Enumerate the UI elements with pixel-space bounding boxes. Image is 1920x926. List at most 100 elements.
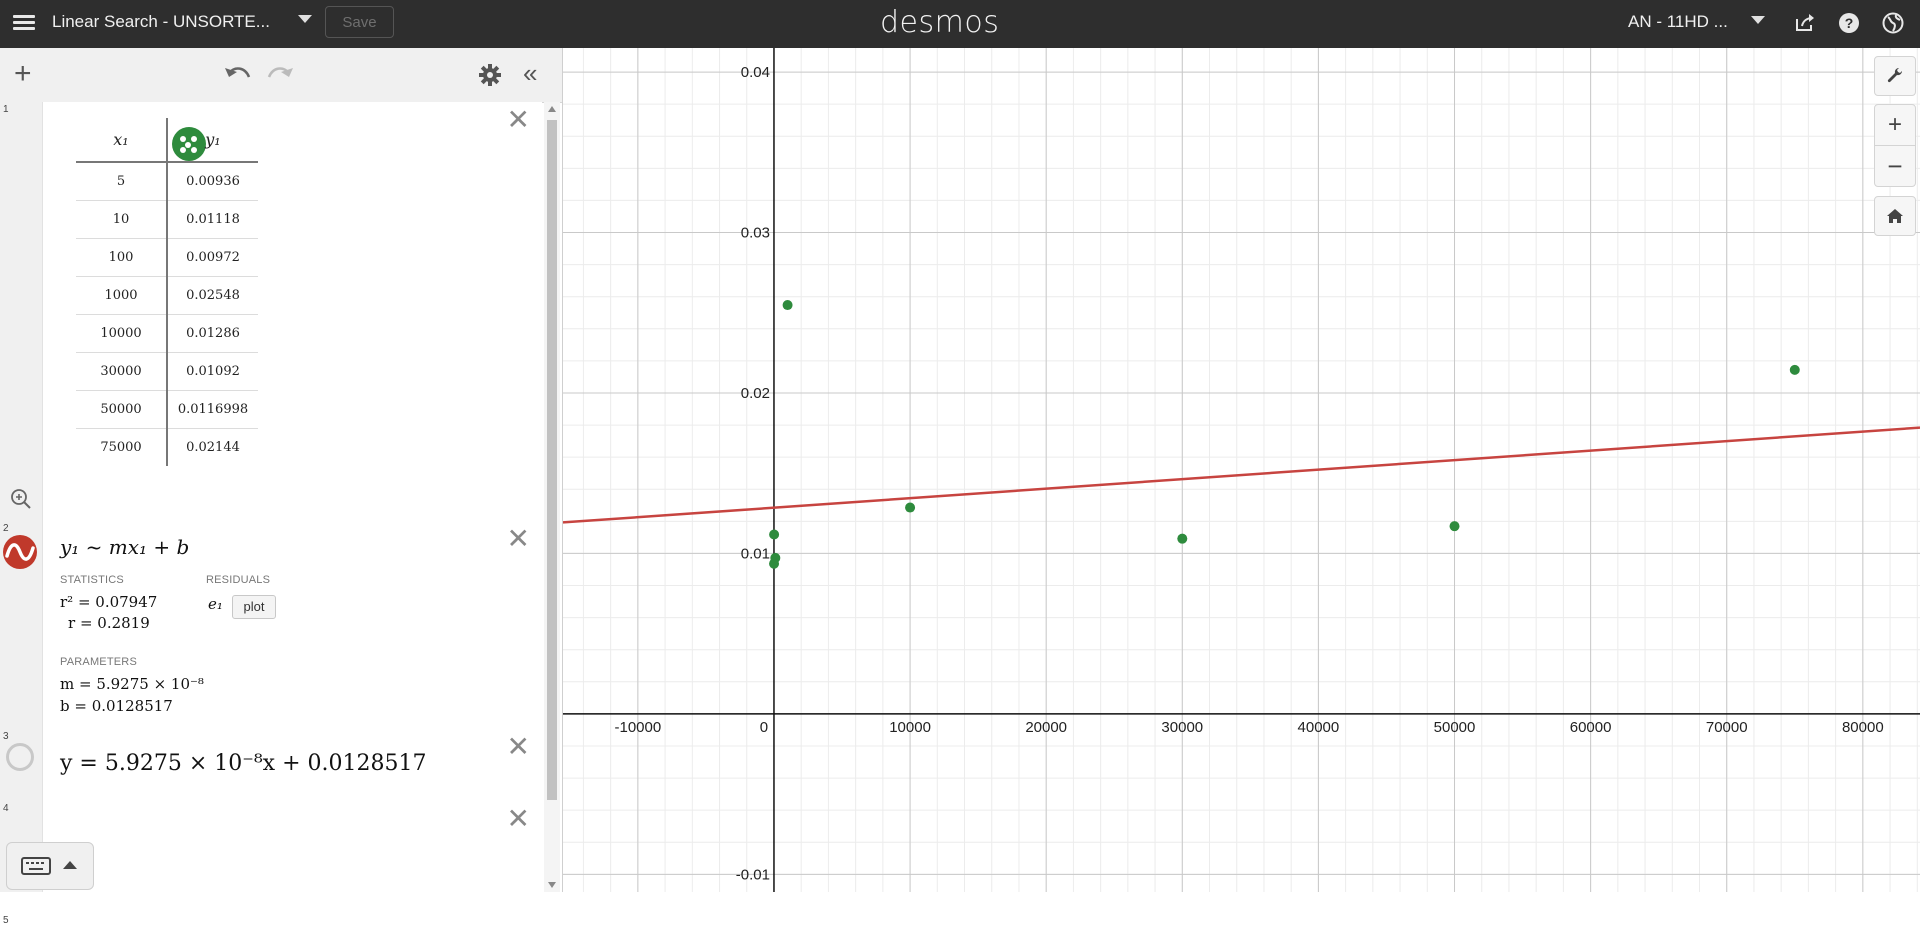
data-point bbox=[905, 502, 916, 513]
table-cell[interactable]: 10 bbox=[76, 200, 168, 239]
user-dropdown-icon[interactable] bbox=[1751, 16, 1765, 24]
expression-list: + « 1 x₁ y₁ 5 0.00936 bbox=[0, 48, 563, 926]
table-cell[interactable]: 0.00936 bbox=[167, 162, 258, 201]
table-row: 1000 0.02548 bbox=[76, 276, 258, 315]
y-tick-label: -0.01 bbox=[736, 866, 770, 883]
svg-text:?: ? bbox=[1845, 15, 1854, 31]
expression-index: 4 bbox=[3, 803, 9, 814]
save-button[interactable]: Save bbox=[325, 6, 394, 38]
x-tick-label: 20000 bbox=[1025, 719, 1067, 736]
table-row: 10 0.01118 bbox=[76, 200, 258, 239]
table-cell[interactable]: 0.01092 bbox=[167, 352, 258, 391]
zoom-in-icon: + bbox=[1887, 111, 1902, 138]
expression-index: 2 bbox=[3, 523, 9, 534]
title-dropdown-icon[interactable] bbox=[298, 15, 312, 23]
collapse-panel-icon[interactable]: « bbox=[523, 58, 538, 88]
data-point bbox=[782, 300, 793, 311]
help-icon[interactable]: ? bbox=[1836, 10, 1862, 36]
undo-icon[interactable] bbox=[224, 64, 252, 86]
keypad-toggle-button[interactable] bbox=[6, 842, 94, 890]
graph-paper[interactable]: -10000 0 10000 20000 30000 40000 50000 60000 700… bbox=[555, 39, 1920, 907]
x-tick-label: 50000 bbox=[1434, 719, 1476, 736]
table-cell[interactable]: 30000 bbox=[76, 352, 168, 391]
scroll-down-icon[interactable] bbox=[548, 882, 556, 888]
table-cell[interactable]: 50000 bbox=[76, 390, 168, 429]
table-cell[interactable]: 100 bbox=[76, 238, 168, 277]
expression-gutter: 3 bbox=[0, 729, 43, 801]
data-point bbox=[769, 529, 780, 540]
zoom-out-button[interactable]: − bbox=[1874, 145, 1916, 187]
language-globe-icon[interactable] bbox=[1880, 10, 1906, 36]
chevron-up-icon bbox=[63, 861, 77, 869]
delete-expression-icon[interactable]: ✕ bbox=[506, 803, 530, 834]
graph-title[interactable]: Linear Search - UNSORTE... bbox=[52, 12, 270, 31]
scroll-thumb[interactable] bbox=[547, 120, 557, 800]
keyboard-icon bbox=[21, 857, 51, 875]
table-row: 5 0.00936 bbox=[76, 162, 258, 201]
table-cell[interactable]: 0.01286 bbox=[167, 314, 258, 353]
table-cell[interactable]: 0.01118 bbox=[167, 200, 258, 239]
regression-formula[interactable]: y₁ ~ mx₁ + b bbox=[60, 535, 190, 559]
expression-index: 3 bbox=[3, 731, 9, 742]
default-viewport-button[interactable] bbox=[1874, 196, 1916, 236]
axes bbox=[563, 48, 1920, 892]
graph-settings-button[interactable] bbox=[1874, 56, 1916, 96]
wrench-icon bbox=[1887, 67, 1903, 83]
redo-icon[interactable] bbox=[266, 64, 294, 86]
data-point bbox=[1449, 521, 1460, 532]
x-tick-labels: -10000 0 10000 20000 30000 40000 50000 60000 700… bbox=[615, 719, 1884, 736]
residual-variable: e₁ bbox=[208, 595, 223, 613]
table-cell[interactable]: 0.00972 bbox=[167, 238, 258, 277]
regression-line bbox=[562, 426, 1920, 524]
x-tick-label: 40000 bbox=[1298, 719, 1340, 736]
data-point bbox=[1177, 533, 1188, 544]
data-table: x₁ y₁ 5 0.00936 10 0.01118 100 0.00972 1… bbox=[76, 118, 258, 466]
x-tick-label: 0 bbox=[760, 719, 768, 736]
delete-expression-icon[interactable]: ✕ bbox=[506, 523, 530, 554]
table-cell[interactable]: 1000 bbox=[76, 276, 168, 315]
delete-expression-icon[interactable]: ✕ bbox=[506, 104, 530, 135]
zoom-out-icon: − bbox=[1887, 151, 1903, 181]
top-bar: Linear Search - UNSORTE... Save desmos A… bbox=[0, 0, 1920, 48]
table-row: 100 0.00972 bbox=[76, 238, 258, 277]
table-cell[interactable]: 10000 bbox=[76, 314, 168, 353]
share-icon[interactable] bbox=[1792, 10, 1818, 36]
table-cell[interactable]: 75000 bbox=[76, 428, 168, 466]
expression-item-line[interactable]: 3 y = 5.9275 × 10⁻⁸x + 0.0128517 ✕ bbox=[0, 729, 542, 802]
scroll-up-icon[interactable] bbox=[548, 106, 556, 112]
table-cell[interactable]: 0.02144 bbox=[186, 440, 240, 455]
table-cell[interactable]: 5 bbox=[76, 162, 168, 201]
y-tick-label: 0.01 bbox=[741, 545, 770, 562]
param-m: m = 5.9275 × 10⁻⁸ bbox=[60, 675, 204, 693]
table-row: 50000 0.0116998 bbox=[76, 390, 258, 429]
statistics-label: STATISTICS bbox=[60, 574, 124, 586]
table-header-y[interactable]: y₁ bbox=[167, 118, 258, 163]
menu-icon[interactable] bbox=[13, 12, 37, 36]
expression-gutter: 2 bbox=[0, 521, 43, 729]
user-menu[interactable]: AN - 11HD ... bbox=[1628, 12, 1728, 31]
regression-icon[interactable] bbox=[3, 535, 37, 569]
expression-index: 5 bbox=[3, 915, 9, 926]
major-grid bbox=[563, 48, 1920, 892]
expression-item-regression[interactable]: 2 y₁ ~ mx₁ + b STATISTICS RESIDUALS r² =… bbox=[0, 521, 542, 730]
zoom-in-button[interactable]: + bbox=[1874, 104, 1916, 146]
graph-canvas[interactable]: -10000 0 10000 20000 30000 40000 50000 60000 700… bbox=[555, 39, 1920, 907]
y-tick-labels: 0.04 0.03 0.02 0.01 -0.01 bbox=[736, 64, 770, 883]
residuals-label: RESIDUALS bbox=[206, 574, 271, 586]
table-cell[interactable]: 0.02548 bbox=[167, 276, 258, 315]
expression-item-table[interactable]: 1 x₁ y₁ 5 0.00936 10 0.01118 100 0.00 bbox=[0, 102, 542, 522]
hidden-graph-toggle-icon[interactable] bbox=[6, 743, 34, 771]
zoom-fit-icon[interactable] bbox=[10, 488, 32, 515]
settings-gear-icon[interactable] bbox=[478, 63, 502, 92]
table-row: 10000 0.01286 bbox=[76, 314, 258, 353]
expression-scrollbar[interactable] bbox=[544, 102, 560, 892]
table-cell[interactable]: 0.0116998 bbox=[167, 390, 258, 429]
line-formula[interactable]: y = 5.9275 × 10⁻⁸x + 0.0128517 bbox=[60, 751, 427, 776]
data-point bbox=[770, 552, 781, 563]
plot-residuals-button[interactable]: plot bbox=[232, 595, 276, 619]
table-header-x[interactable]: x₁ bbox=[76, 118, 168, 163]
data-points bbox=[769, 300, 1800, 569]
data-point bbox=[1789, 364, 1800, 375]
add-item-icon[interactable]: + bbox=[14, 57, 32, 90]
delete-expression-icon[interactable]: ✕ bbox=[506, 731, 530, 762]
